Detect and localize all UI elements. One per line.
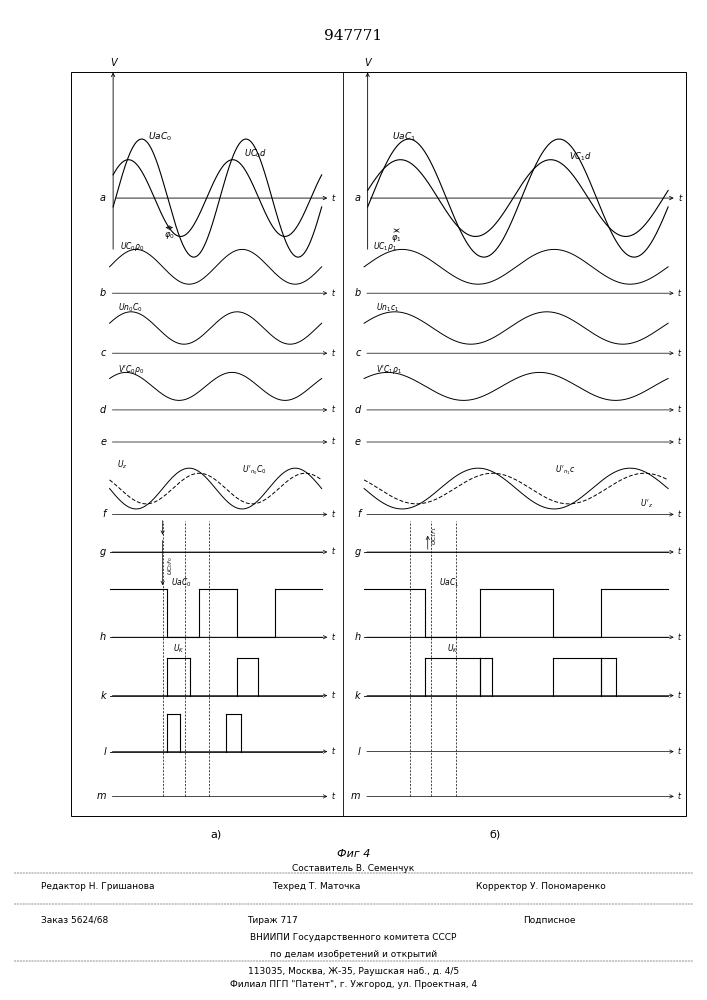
Text: e: e (100, 437, 106, 447)
Text: Техред Т. Маточка: Техред Т. Маточка (272, 882, 361, 891)
Text: б): б) (489, 830, 501, 840)
Text: a): a) (210, 830, 221, 840)
Text: t: t (678, 633, 681, 642)
Text: $UC_0\rho_0$: $UC_0\rho_0$ (120, 240, 145, 253)
Text: m: m (97, 791, 106, 801)
Text: $\varphi_0$: $\varphi_0$ (164, 230, 175, 241)
Text: $U'_{n_0}C_0$: $U'_{n_0}C_0$ (243, 463, 267, 477)
Text: $VC_1d$: $VC_1d$ (569, 151, 592, 163)
Text: h: h (100, 632, 106, 642)
Text: t: t (332, 691, 334, 700)
Text: t: t (332, 792, 334, 801)
Text: l: l (358, 747, 361, 757)
Text: $\varphi_1$: $\varphi_1$ (391, 233, 402, 244)
Text: t: t (678, 194, 682, 203)
Text: f: f (103, 509, 106, 519)
Text: t: t (332, 194, 335, 203)
Text: b: b (100, 288, 106, 298)
Text: t: t (678, 405, 681, 414)
Text: ВНИИПИ Государственного комитета СССР: ВНИИПИ Государственного комитета СССР (250, 933, 457, 942)
Text: $Un_1c_1$: $Un_1c_1$ (376, 302, 399, 314)
Text: t: t (332, 405, 334, 414)
Text: $UC_0f_0$: $UC_0f_0$ (166, 557, 175, 575)
Text: $UC_1\rho_1$: $UC_1\rho_1$ (373, 240, 397, 253)
Text: $U_K$: $U_K$ (173, 643, 185, 655)
Text: 113035, Москва, Ж-35, Раушская наб., д. 4/5: 113035, Москва, Ж-35, Раушская наб., д. … (248, 967, 459, 976)
Text: $V'C_0\rho_0$: $V'C_0\rho_0$ (118, 363, 145, 376)
Text: t: t (678, 691, 681, 700)
Text: d: d (100, 405, 106, 415)
Text: Редактор Н. Гришанова: Редактор Н. Гришанова (41, 882, 155, 891)
Text: k: k (100, 691, 106, 701)
Text: $UaC_1$: $UaC_1$ (439, 576, 460, 589)
Text: g: g (354, 547, 361, 557)
Text: k: k (355, 691, 361, 701)
Text: b: b (354, 288, 361, 298)
Text: $UaC_0$: $UaC_0$ (148, 130, 173, 143)
Text: t: t (678, 510, 681, 519)
Text: d: d (354, 405, 361, 415)
Text: h: h (354, 632, 361, 642)
Text: g: g (100, 547, 106, 557)
Text: f: f (357, 509, 361, 519)
Text: $V'C_1\rho_1$: $V'C_1\rho_1$ (376, 363, 402, 376)
Text: t: t (678, 792, 681, 801)
Text: t: t (332, 510, 334, 519)
Text: Филиал ПГП "Патент", г. Ужгород, ул. Проектная, 4: Филиал ПГП "Патент", г. Ужгород, ул. Про… (230, 980, 477, 989)
Text: Фиг 4: Фиг 4 (337, 849, 370, 859)
Text: t: t (332, 289, 334, 298)
Text: a: a (100, 193, 106, 203)
Text: t: t (332, 349, 334, 358)
Text: t: t (332, 547, 334, 556)
Text: t: t (678, 747, 681, 756)
Text: Заказ 5624/68: Заказ 5624/68 (41, 916, 109, 925)
Text: t: t (678, 438, 681, 446)
Text: $UaC_1$: $UaC_1$ (392, 130, 416, 143)
Text: t: t (332, 438, 334, 446)
Text: $U_z$: $U_z$ (117, 458, 127, 471)
Text: $U_K$: $U_K$ (447, 643, 458, 655)
Text: $UC_0d$: $UC_0d$ (244, 148, 267, 160)
Text: m: m (351, 791, 361, 801)
Text: a: a (355, 193, 361, 203)
Text: t: t (332, 747, 334, 756)
Text: $U'_z$: $U'_z$ (640, 498, 653, 510)
Text: $UC_1f_1$: $UC_1f_1$ (431, 526, 440, 545)
Text: c: c (355, 348, 361, 358)
Text: c: c (100, 348, 106, 358)
Text: по делам изобретений и открытий: по делам изобретений и открытий (270, 950, 437, 959)
Text: t: t (678, 547, 681, 556)
Text: e: e (355, 437, 361, 447)
Text: 947771: 947771 (325, 29, 382, 43)
Text: t: t (678, 289, 681, 298)
Bar (71, 72, 686, 816)
Text: Составитель В. Семенчук: Составитель В. Семенчук (293, 864, 414, 873)
Text: Тираж 717: Тираж 717 (247, 916, 298, 925)
Text: $UaC_0$: $UaC_0$ (171, 576, 192, 589)
Text: l: l (103, 747, 106, 757)
Text: V: V (364, 58, 371, 68)
Text: Подписное: Подписное (523, 916, 575, 925)
Text: Корректор У. Пономаренко: Корректор У. Пономаренко (476, 882, 605, 891)
Text: $U'_{n_1}c$: $U'_{n_1}c$ (554, 463, 575, 477)
Text: V: V (110, 58, 117, 68)
Text: $Un_0C_0$: $Un_0C_0$ (118, 302, 143, 314)
Text: t: t (678, 349, 681, 358)
Text: t: t (332, 633, 334, 642)
